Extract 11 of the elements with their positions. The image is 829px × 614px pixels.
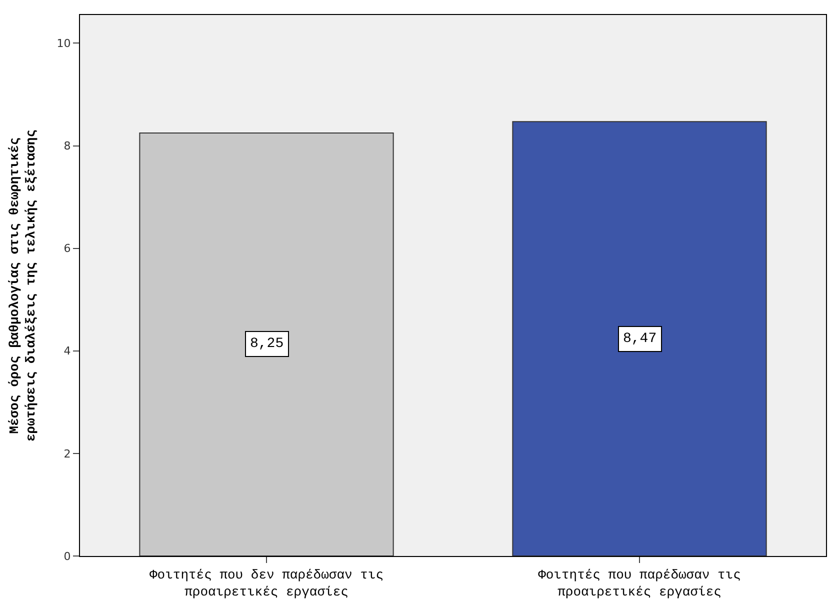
- y-tick-label: 2: [64, 447, 71, 460]
- y-tick-label: 8: [64, 140, 71, 153]
- y-tick-label: 0: [64, 550, 71, 563]
- y-tick-label: 4: [64, 344, 71, 358]
- y-axis-title: Μέσος όρος βαθμολογίας στις θεωρητικές ερωτήσεις διαλέξεις της τελικής εξέτασης: [6, 129, 39, 442]
- data-label: 8,47: [623, 331, 657, 347]
- data-label: 8,25: [250, 336, 284, 352]
- y-tick-label: 10: [56, 37, 71, 50]
- x-tick-label: Φοιτητές που δεν παρέδωσαν τις προαιρετικές εργασίες: [149, 568, 384, 600]
- x-tick-label: Φοιτητές που παρέδωσαν τις προαιρετικές εργασίες: [538, 568, 741, 600]
- y-tick-label: 6: [64, 242, 71, 256]
